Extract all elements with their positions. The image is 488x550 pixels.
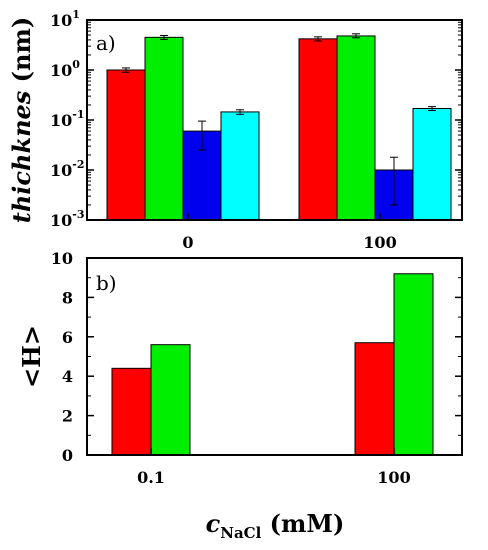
x-axis-title-b: cNaCl (mM)	[206, 509, 345, 542]
bar-a-s0-c0	[106, 69, 146, 221]
bar-a-s3-c0	[220, 111, 260, 221]
bar-a-s0-c1	[298, 38, 338, 221]
y-axis-title-a: thichknes (nm)	[7, 17, 36, 224]
y-tick-label-b-4: 8	[62, 288, 73, 307]
panel-label-b: b)	[96, 271, 117, 295]
bar-b-s0-c0	[111, 367, 152, 456]
panel-a: 10-3 10-2 10-1 100 101 0 100 a) thichknes (nm)	[7, 8, 463, 252]
y-tick-label-b-5: 10	[51, 249, 73, 268]
y-tick-label-a-2: 10-1	[50, 108, 85, 130]
x-tick-label-b-0: 0.1	[137, 468, 165, 487]
bar-b-s1-c1	[393, 273, 434, 456]
bar-b-s0-c1	[354, 342, 395, 456]
y-tick-label-a-3: 100	[50, 58, 80, 80]
y-tick-label-a-0: 10-3	[50, 208, 85, 230]
x-tick-label-a-1: 100	[363, 233, 396, 252]
y-tick-label-b-1: 2	[62, 407, 73, 426]
bar-a-s1-c1	[336, 35, 376, 221]
y-tick-label-a-4: 101	[50, 8, 80, 30]
x-tick-label-a-0: 0	[182, 233, 193, 252]
bar-a-s3-c1	[412, 107, 452, 221]
panel-b: 0 2 4 6 8 10 0.1 100 b) <H> cNaCl (mM)	[17, 249, 463, 542]
y-tick-label-b-2: 4	[62, 367, 73, 386]
y-axis-title-b: <H>	[17, 325, 46, 388]
y-tick-label-b-0: 0	[62, 446, 73, 465]
x-tick-label-b-1: 100	[377, 468, 410, 487]
y-tick-label-a-1: 10-2	[50, 158, 85, 180]
bar-a-s1-c0	[144, 36, 184, 221]
panel-label-a: a)	[96, 31, 116, 55]
bar-b-s1-c0	[150, 344, 191, 456]
y-tick-label-b-3: 6	[62, 328, 73, 347]
